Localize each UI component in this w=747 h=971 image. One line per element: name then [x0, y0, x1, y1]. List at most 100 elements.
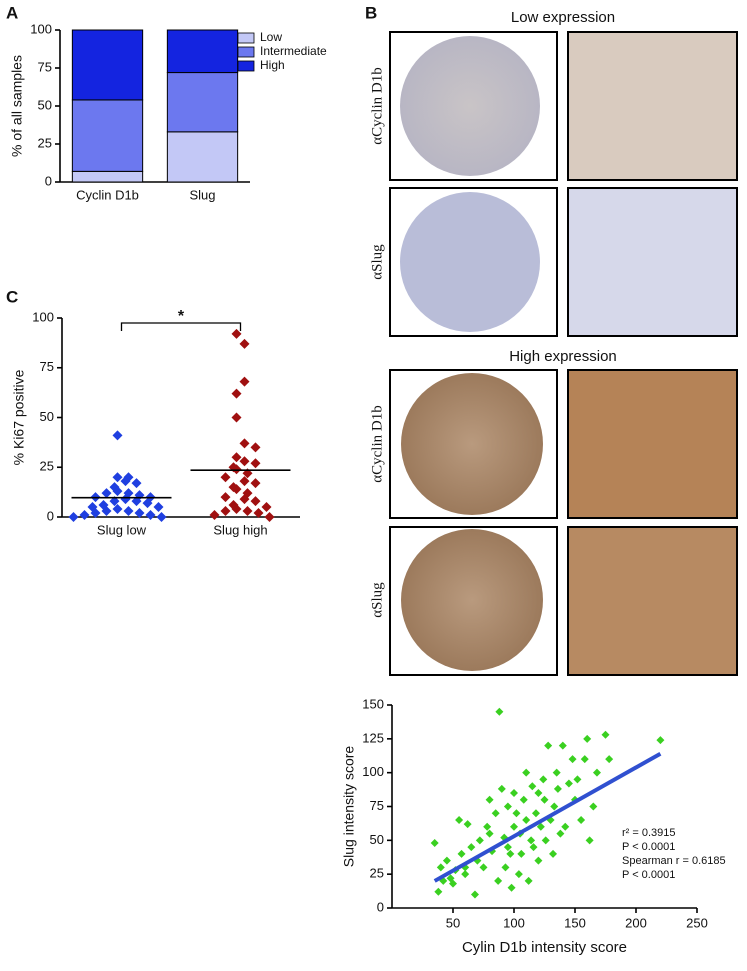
image-frame [567, 31, 738, 181]
data-point [485, 795, 494, 804]
data-point [561, 822, 570, 831]
stat-annotation: r² = 0.3915 [622, 827, 676, 839]
bar-segment [71, 99, 144, 172]
data-point [519, 795, 528, 804]
data-point [231, 484, 242, 495]
y-tick-label: 100 [362, 764, 384, 779]
data-point [112, 504, 123, 515]
bar-segment [166, 131, 239, 183]
data-point [522, 816, 531, 825]
data-point [528, 782, 537, 791]
data-point [534, 788, 543, 797]
y-tick-label: 125 [362, 730, 384, 745]
data-point [101, 488, 112, 499]
data-point [585, 836, 594, 845]
data-point [497, 784, 506, 793]
y-tick-label: 75 [38, 59, 52, 74]
data-point [239, 376, 250, 387]
significance-label: * [178, 308, 185, 325]
data-point [442, 856, 451, 865]
data-point [239, 438, 250, 449]
data-point [541, 836, 550, 845]
data-point [231, 388, 242, 399]
data-point [220, 472, 231, 483]
data-point [556, 829, 565, 838]
y-tick-label: 25 [38, 135, 52, 150]
bar-segment [71, 170, 144, 183]
data-point [656, 736, 665, 745]
data-point [564, 779, 573, 788]
data-point [231, 452, 242, 463]
x-tick-label: 150 [564, 915, 586, 930]
data-point [112, 472, 123, 483]
x-tick-label: 250 [686, 915, 708, 930]
data-point [231, 464, 242, 475]
data-point [501, 863, 510, 872]
data-point [220, 506, 231, 517]
y-tick-label: 50 [38, 97, 52, 112]
data-point [449, 879, 457, 888]
data-point [123, 506, 134, 517]
x-tick-label: 50 [446, 915, 460, 930]
data-point [531, 809, 540, 818]
data-point [242, 506, 253, 517]
fit-line [433, 751, 662, 883]
significance-bracket [120, 322, 242, 331]
image-frame [567, 526, 738, 676]
data-point [549, 849, 558, 858]
data-point [250, 496, 261, 507]
data-point [253, 508, 264, 519]
data-point [475, 836, 484, 845]
tissue-core [400, 36, 540, 176]
y-tick-label: 150 [362, 696, 384, 711]
legend-label: Intermediate [260, 44, 327, 58]
data-point [589, 802, 598, 811]
data-point [485, 829, 494, 838]
y-tick-label: 0 [47, 508, 54, 523]
data-point [463, 820, 472, 829]
y-tick-label: 0 [377, 899, 384, 914]
y-tick-label: 25 [40, 459, 54, 474]
data-point [517, 849, 526, 858]
y-axis-label: % Ki67 positive [11, 369, 27, 465]
data-point [583, 734, 592, 743]
image-header: Low expression [511, 9, 615, 26]
data-point [601, 730, 610, 739]
panel-letter: C [6, 287, 18, 306]
data-point [264, 512, 275, 522]
x-axis-label: Cylin D1b intensity score [462, 939, 627, 956]
data-point [112, 430, 123, 441]
data-point [250, 458, 261, 469]
y-tick-label: 50 [370, 832, 384, 847]
data-point [536, 822, 545, 831]
y-axis-label: Slug intensity score [341, 746, 357, 868]
data-point [461, 870, 470, 879]
data-point [573, 775, 582, 784]
x-tick-label: Slug [189, 187, 215, 202]
data-point [134, 508, 145, 519]
y-tick-label: 100 [30, 21, 52, 36]
y-tick-label: 25 [370, 866, 384, 881]
data-point [544, 741, 553, 750]
data-point [153, 502, 164, 513]
row-label: αSlug [369, 244, 385, 280]
x-tick-label: Cyclin D1b [76, 187, 139, 202]
data-point [552, 768, 561, 777]
data-point [540, 795, 549, 804]
data-point [491, 809, 500, 818]
image-header: High expression [509, 348, 617, 365]
data-point [522, 768, 531, 777]
data-point [457, 849, 466, 858]
data-point [434, 887, 443, 896]
data-point [507, 883, 516, 892]
row-label: αSlug [369, 582, 385, 618]
image-frame [567, 369, 738, 519]
data-point [109, 496, 120, 507]
data-point [539, 775, 548, 784]
data-point [131, 496, 142, 507]
legend-label: High [260, 58, 285, 72]
data-point [101, 506, 112, 517]
data-point [553, 784, 562, 793]
data-point [261, 502, 272, 513]
data-point [250, 442, 261, 453]
